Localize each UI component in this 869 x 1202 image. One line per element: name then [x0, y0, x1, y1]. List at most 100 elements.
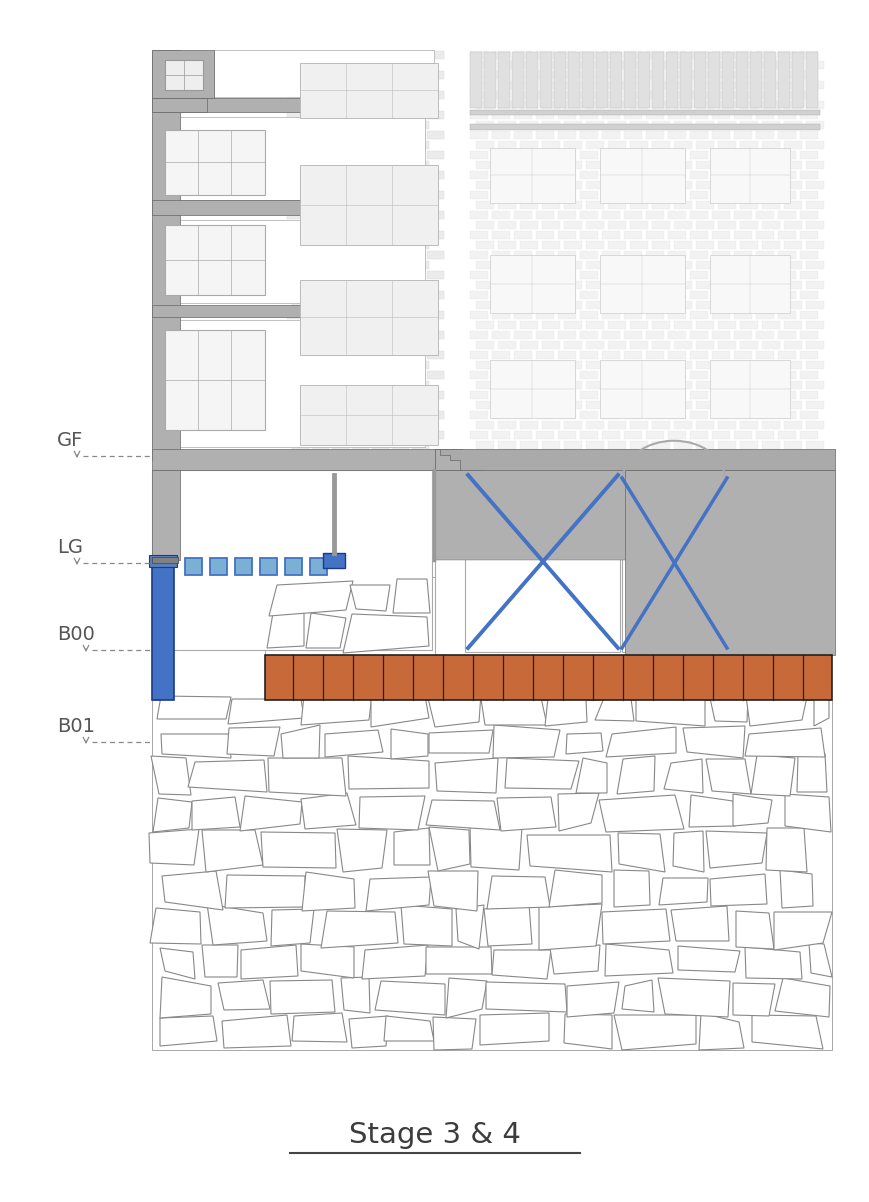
Bar: [407, 432, 423, 439]
Bar: [287, 91, 303, 99]
Bar: [332, 300, 348, 309]
Bar: [392, 381, 408, 389]
Bar: [412, 240, 428, 249]
Bar: [717, 161, 735, 169]
Bar: [327, 371, 343, 379]
Bar: [799, 391, 817, 399]
Bar: [312, 441, 328, 450]
Bar: [407, 212, 423, 219]
Bar: [711, 111, 729, 119]
Bar: [427, 91, 443, 99]
Bar: [497, 261, 515, 269]
Bar: [733, 331, 751, 339]
Bar: [586, 321, 603, 329]
Bar: [761, 61, 779, 69]
Bar: [347, 111, 363, 119]
Bar: [629, 101, 647, 109]
Bar: [673, 401, 691, 409]
Bar: [475, 321, 494, 329]
Polygon shape: [705, 758, 750, 795]
Bar: [563, 121, 581, 129]
Bar: [541, 300, 560, 309]
Bar: [367, 351, 383, 359]
Bar: [469, 71, 488, 79]
Bar: [287, 351, 303, 359]
Bar: [580, 432, 597, 439]
Bar: [535, 91, 554, 99]
Polygon shape: [160, 977, 211, 1018]
Bar: [557, 451, 575, 459]
Bar: [407, 311, 423, 319]
Bar: [392, 321, 408, 329]
Polygon shape: [268, 758, 346, 796]
Bar: [149, 555, 176, 567]
Bar: [667, 91, 686, 99]
Bar: [755, 50, 773, 59]
Bar: [761, 401, 779, 409]
Bar: [520, 261, 537, 269]
Polygon shape: [375, 981, 444, 1014]
Bar: [799, 212, 817, 219]
Bar: [586, 281, 603, 288]
Bar: [492, 351, 509, 359]
Bar: [667, 191, 686, 200]
Bar: [412, 101, 428, 109]
Bar: [689, 50, 707, 59]
Bar: [469, 270, 488, 279]
Bar: [427, 151, 443, 159]
Bar: [733, 411, 751, 419]
Bar: [520, 441, 537, 450]
Bar: [332, 161, 348, 169]
Bar: [469, 131, 488, 139]
Bar: [601, 231, 620, 239]
Bar: [761, 361, 779, 369]
Bar: [541, 401, 560, 409]
Bar: [352, 261, 368, 269]
Bar: [673, 261, 691, 269]
Bar: [287, 251, 303, 258]
Bar: [372, 381, 388, 389]
Bar: [557, 50, 575, 59]
Polygon shape: [269, 581, 353, 615]
Bar: [372, 421, 388, 429]
Bar: [292, 261, 308, 269]
Bar: [427, 71, 443, 79]
Bar: [312, 361, 328, 369]
Bar: [595, 52, 607, 108]
Bar: [327, 71, 343, 79]
Bar: [629, 182, 647, 189]
Bar: [292, 161, 308, 169]
Bar: [407, 111, 423, 119]
Polygon shape: [566, 733, 602, 754]
Bar: [541, 121, 560, 129]
Bar: [469, 291, 488, 299]
Bar: [667, 432, 686, 439]
Bar: [352, 121, 368, 129]
Bar: [520, 300, 537, 309]
Bar: [695, 101, 713, 109]
Bar: [607, 341, 626, 349]
Polygon shape: [614, 870, 649, 908]
Bar: [761, 182, 779, 189]
Bar: [783, 441, 801, 450]
Bar: [580, 451, 597, 459]
Bar: [520, 401, 537, 409]
Polygon shape: [149, 908, 201, 944]
Bar: [520, 161, 537, 169]
Bar: [367, 71, 383, 79]
Bar: [580, 291, 597, 299]
Bar: [475, 240, 494, 249]
Polygon shape: [483, 904, 531, 946]
Polygon shape: [614, 1014, 695, 1051]
Bar: [777, 91, 795, 99]
Bar: [667, 50, 686, 59]
Bar: [412, 421, 428, 429]
Bar: [623, 131, 641, 139]
Bar: [629, 281, 647, 288]
Bar: [586, 121, 603, 129]
Bar: [651, 441, 669, 450]
Bar: [554, 52, 566, 108]
Bar: [312, 341, 328, 349]
Bar: [667, 270, 686, 279]
Bar: [347, 311, 363, 319]
